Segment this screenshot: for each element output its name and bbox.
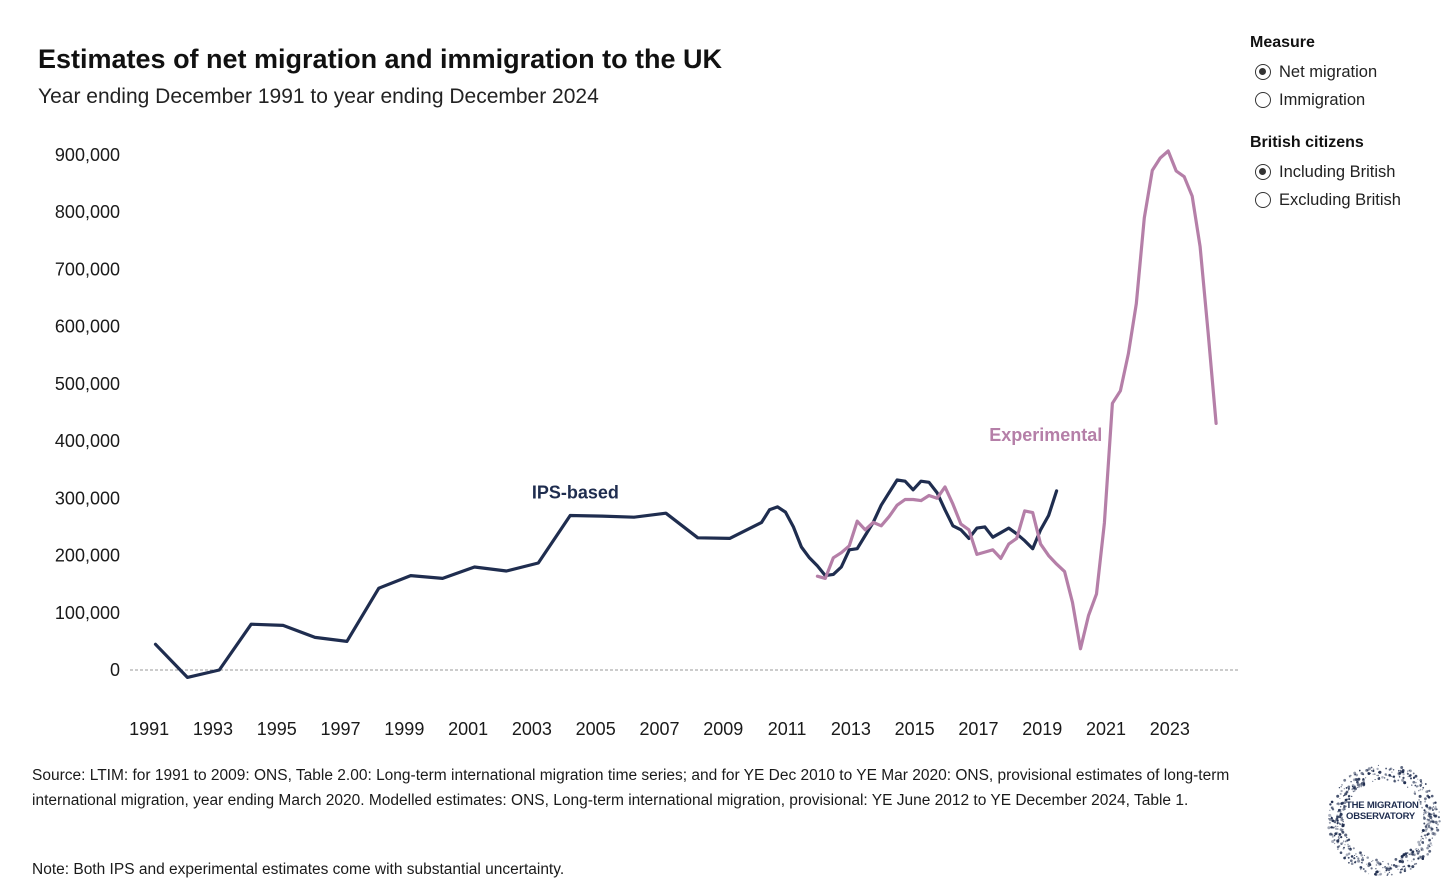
y-tick-label: 700,000 (55, 259, 120, 279)
measure-group: Measure Net migration Immigration (1250, 34, 1450, 114)
y-tick-label: 600,000 (55, 317, 120, 337)
radio-button-net-migration[interactable] (1255, 64, 1271, 80)
y-tick-label: 300,000 (55, 488, 120, 508)
y-tick-label: 200,000 (55, 546, 120, 566)
x-tick-label: 2023 (1150, 719, 1190, 739)
radio-option-immigration[interactable]: Immigration (1250, 86, 1450, 114)
x-tick-label: 1997 (320, 719, 360, 739)
uncertainty-note: Note: Both IPS and experimental estimate… (32, 861, 565, 878)
x-tick-label: 2015 (895, 719, 935, 739)
x-tick-label: 2021 (1086, 719, 1126, 739)
radio-option-excluding-british[interactable]: Excluding British (1250, 186, 1450, 214)
x-tick-label: 2007 (639, 719, 679, 739)
source-note: Source: LTIM: for 1991 to 2009: ONS, Tab… (32, 767, 1230, 809)
x-tick-label: 1999 (384, 719, 424, 739)
british-citizens-group-title: British citizens (1250, 134, 1364, 151)
series-line-experimental[interactable] (815, 149, 1218, 651)
chart-title: Estimates of net migration and immigrati… (38, 44, 723, 74)
radio-option-including-british[interactable]: Including British (1250, 158, 1450, 186)
logo-text: THE MIGRATION OBSERVATORY (1346, 800, 1419, 822)
y-tick-label: 500,000 (55, 374, 120, 394)
y-axis: 0 100,000 200,000 300,000 400,000 500,000 600,… (55, 145, 120, 680)
radio-label-including-british: Including British (1279, 162, 1396, 181)
y-tick-label: 900,000 (55, 145, 120, 165)
filter-panel: Measure Net migration Immigration Britis… (1250, 34, 1450, 214)
chart-subtitle: Year ending December 1991 to year ending… (38, 85, 599, 108)
measure-group-title: Measure (1250, 34, 1315, 51)
logo-ring-icon (1327, 764, 1441, 876)
x-tick-label: 1995 (257, 719, 297, 739)
x-tick-label: 2017 (958, 719, 998, 739)
x-tick-label: 2003 (512, 719, 552, 739)
x-tick-label: 2011 (768, 719, 807, 739)
radio-label-net-migration: Net migration (1279, 62, 1378, 81)
x-axis: 1991 1993 1995 1997 1999 2001 2003 2005 2007 2009… (129, 719, 1190, 739)
series-label-ips-based: IPS-based (532, 482, 619, 502)
y-tick-label: 400,000 (55, 431, 120, 451)
radio-label-excluding-british: Excluding British (1279, 190, 1401, 209)
series-line-ips-based[interactable] (153, 478, 1059, 679)
x-tick-label: 2019 (1022, 719, 1062, 739)
x-tick-label: 1993 (193, 719, 233, 739)
x-tick-label: 2009 (703, 719, 743, 739)
series-label-experimental: Experimental (989, 425, 1102, 445)
radio-label-immigration: Immigration (1279, 90, 1366, 109)
x-tick-label: 2001 (448, 719, 488, 739)
x-tick-label: 2013 (831, 719, 871, 739)
x-tick-label: 1991 (129, 719, 169, 739)
radio-button-immigration[interactable] (1255, 92, 1271, 108)
migration-observatory-logo: THE MIGRATION OBSERVATORY (1326, 762, 1442, 878)
y-tick-label: 0 (110, 660, 120, 680)
radio-button-including-british[interactable] (1255, 164, 1271, 180)
y-tick-label: 100,000 (55, 603, 120, 623)
radio-option-net-migration[interactable]: Net migration (1250, 58, 1450, 86)
y-tick-label: 800,000 (55, 202, 120, 222)
british-citizens-group: British citizens Including British Exclu… (1250, 134, 1450, 214)
x-tick-label: 2005 (576, 719, 616, 739)
radio-button-excluding-british[interactable] (1255, 192, 1271, 208)
